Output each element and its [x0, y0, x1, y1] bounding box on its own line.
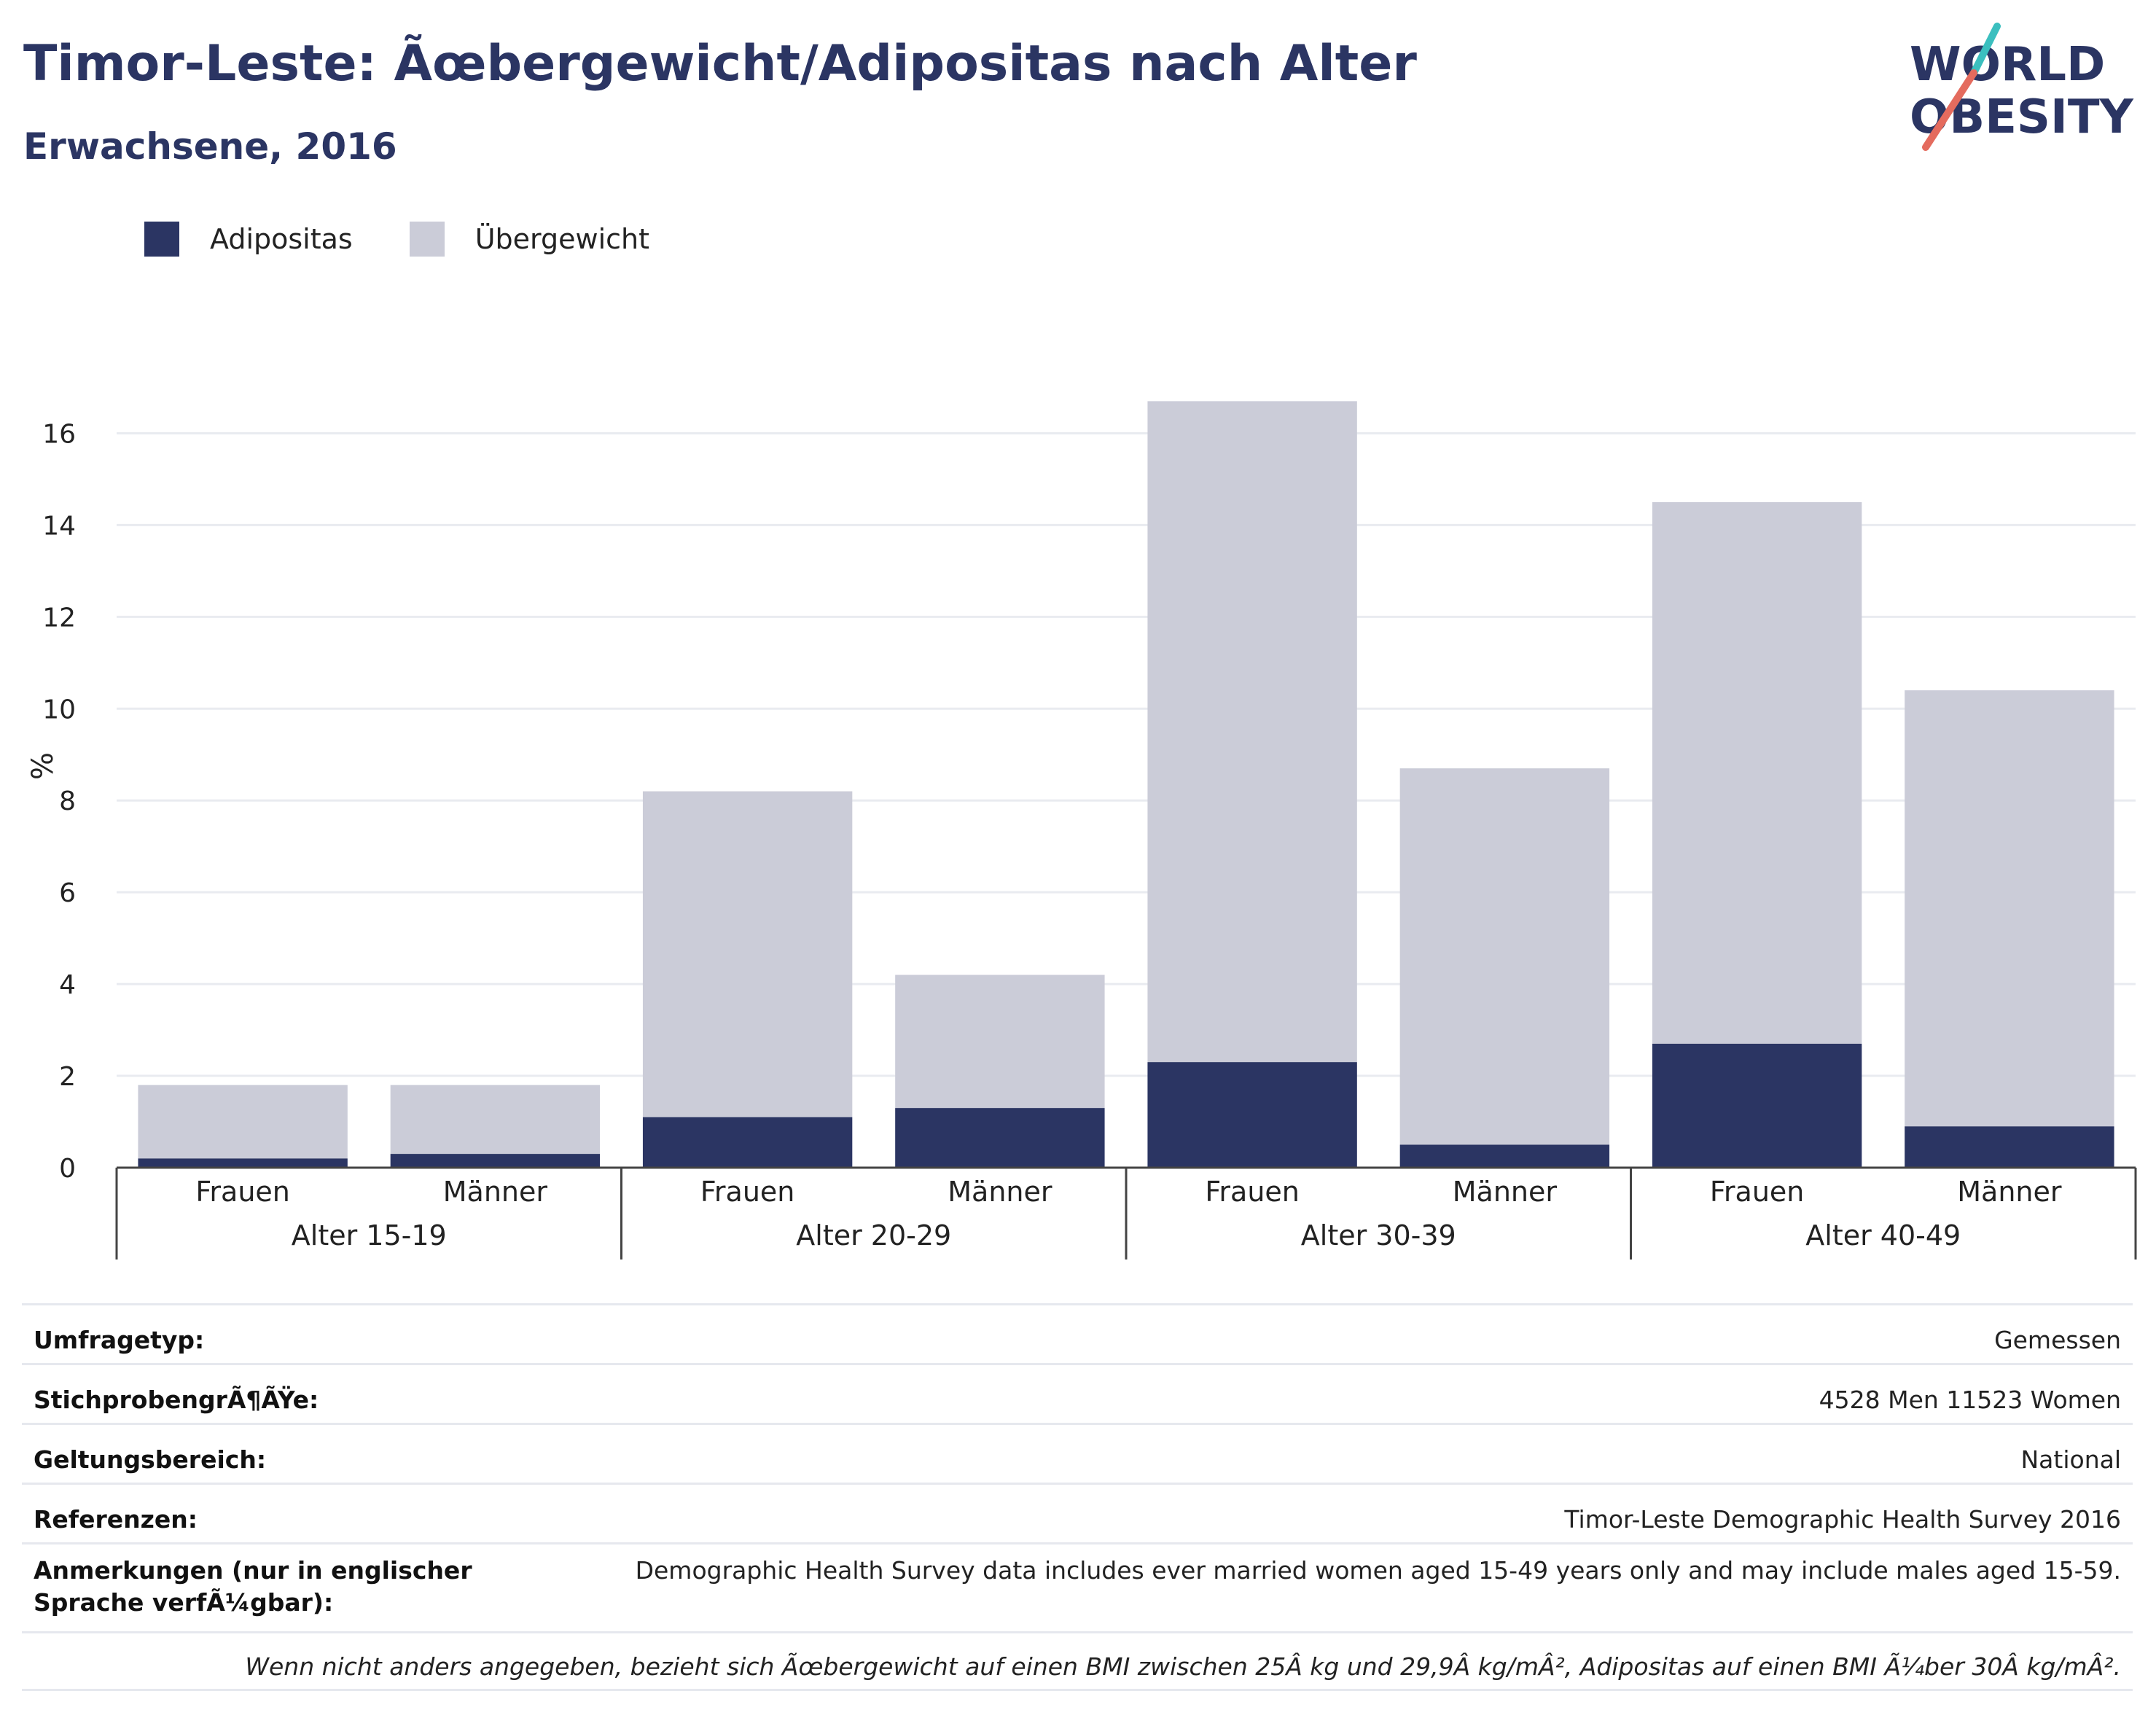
x-group-label: Alter 30-39	[1301, 1219, 1456, 1251]
logo-slash-teal	[1970, 23, 2001, 77]
bar-chart: 0 2 4 6 8 10 12 14 16% Frauen Männer Frauen Männer Fr…	[26, 401, 2137, 1260]
bar-uebergewicht	[1905, 690, 2114, 1127]
x-category-label: Männer	[443, 1176, 548, 1208]
bar-uebergewicht	[1652, 501, 1862, 1044]
y-tick-label: 16	[42, 419, 76, 449]
x-group-label: Alter 20-29	[796, 1219, 951, 1251]
info-value: Timor-Leste Demographic Health Survey 20…	[1564, 1505, 2121, 1534]
info-row-survey-type: Umfragetyp: Gemessen	[22, 1303, 2133, 1363]
info-row-coverage: Geltungsbereich: National	[22, 1423, 2133, 1483]
y-tick-label: 14	[42, 511, 76, 541]
info-row-definition: Wenn nicht anders angegeben, bezieht sic…	[22, 1631, 2133, 1691]
definition-note: Wenn nicht anders angegeben, bezieht sic…	[245, 1652, 2121, 1681]
legend-label-adipositas: Adipositas	[210, 223, 353, 255]
info-row-notes: Anmerkungen (nur in englischer Sprache v…	[22, 1542, 2133, 1631]
x-group-label: Alter 15-19	[292, 1219, 447, 1251]
bar-uebergewicht	[390, 1085, 601, 1155]
info-row-sample-size: StichprobengrÃ¶ÃŸe: 4528 Men 11523 Women	[22, 1363, 2133, 1423]
bar-adipositas	[138, 1158, 348, 1168]
bar-uebergewicht	[895, 975, 1105, 1109]
bar-adipositas	[1147, 1062, 1357, 1168]
x-category-label: Männer	[948, 1176, 1052, 1208]
logo-text-line1: WORLD	[1910, 38, 2105, 92]
x-category-label: Frauen	[700, 1176, 795, 1208]
info-value: 4528 Men 11523 Women	[1819, 1386, 2121, 1414]
chart-subtitle: Erwachsene, 2016	[23, 125, 397, 168]
x-category-label: Frauen	[1205, 1176, 1300, 1208]
chart-legend: Adipositas Übergewicht	[144, 217, 706, 261]
x-category-label: Frauen	[195, 1176, 290, 1208]
legend-item-adipositas[interactable]: Adipositas	[144, 222, 353, 257]
info-value: National	[2020, 1445, 2121, 1474]
x-category-label: Männer	[1957, 1176, 2062, 1208]
bar-adipositas	[1652, 1043, 1862, 1168]
info-row-references: Referenzen: Timor-Leste Demographic Heal…	[22, 1483, 2133, 1542]
info-key: Referenzen:	[34, 1505, 198, 1534]
y-axis-label: %	[26, 752, 60, 780]
x-group-label: Alter 40-49	[1805, 1219, 1961, 1251]
bar-uebergewicht	[1147, 401, 1357, 1063]
y-tick-label: 0	[59, 1154, 76, 1184]
bar-adipositas	[895, 1108, 1105, 1168]
info-value: Gemessen	[1994, 1326, 2121, 1354]
legend-swatch-adipositas	[144, 222, 179, 257]
info-key: Geltungsbereich:	[34, 1445, 267, 1474]
legend-item-uebergewicht[interactable]: Übergewicht	[409, 222, 649, 257]
y-tick-label: 2	[59, 1062, 76, 1092]
y-tick-label: 8	[59, 786, 76, 816]
world-obesity-logo: WORLD OBESITY	[1910, 23, 2133, 151]
info-value: Demographic Health Survey data includes …	[635, 1556, 2121, 1585]
x-category-label: Frauen	[1710, 1176, 1805, 1208]
bar-uebergewicht	[642, 791, 853, 1117]
logo-slash-coral	[1922, 69, 1977, 151]
bar-adipositas	[1905, 1126, 2114, 1168]
info-key: Anmerkungen (nur in englischer Sprache v…	[34, 1556, 472, 1617]
info-key: StichprobengrÃ¶ÃŸe:	[34, 1386, 319, 1414]
bar-uebergewicht	[1399, 768, 1610, 1145]
legend-swatch-uebergewicht	[409, 222, 445, 257]
y-tick-label: 12	[42, 603, 76, 633]
bar-adipositas	[390, 1154, 601, 1168]
survey-info-table: Umfragetyp: Gemessen StichprobengrÃ¶ÃŸe:…	[22, 1303, 2133, 1691]
bar-adipositas	[1399, 1144, 1610, 1168]
legend-label-uebergewicht: Übergewicht	[474, 223, 649, 255]
info-key: Umfragetyp:	[34, 1326, 205, 1354]
y-tick-label: 10	[42, 695, 76, 725]
y-tick-label: 6	[59, 878, 76, 908]
x-category-label: Männer	[1453, 1176, 1558, 1208]
bar-adipositas	[642, 1117, 853, 1168]
chart-title: Timor-Leste: Ãœbergewicht/Adipositas nac…	[23, 35, 1417, 93]
y-tick-label: 4	[59, 970, 76, 1000]
bar-uebergewicht	[138, 1085, 348, 1159]
